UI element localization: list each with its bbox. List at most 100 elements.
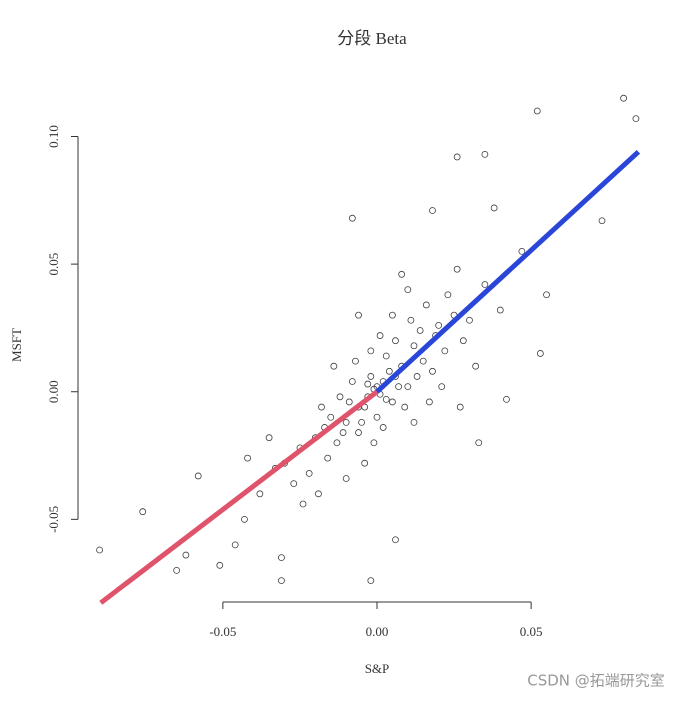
point [632, 115, 640, 123]
point [410, 418, 418, 426]
point [216, 561, 224, 569]
segment-line [375, 149, 641, 394]
point [327, 413, 335, 421]
point [533, 107, 541, 115]
point [419, 357, 427, 365]
chart-title: 分段 Beta [337, 29, 407, 48]
point [435, 321, 443, 329]
point [376, 332, 384, 339]
point [382, 395, 390, 403]
point [358, 418, 365, 426]
point [348, 378, 356, 385]
point [503, 395, 510, 403]
point [389, 311, 396, 319]
x-tick-label: 0.00 [366, 624, 389, 639]
point [342, 418, 350, 426]
point [475, 439, 483, 447]
y-tick-label: 0.05 [46, 253, 61, 276]
point [370, 439, 378, 447]
point [404, 286, 412, 294]
point [385, 367, 393, 375]
point [278, 577, 285, 585]
point [305, 470, 313, 477]
point [441, 347, 449, 355]
point [422, 301, 430, 309]
point [355, 429, 362, 436]
point [496, 306, 504, 314]
point [392, 536, 399, 544]
point [481, 150, 489, 158]
point [373, 413, 381, 421]
point [290, 480, 298, 488]
point [342, 475, 350, 482]
point [392, 337, 399, 345]
point [410, 342, 418, 350]
point [318, 403, 325, 411]
point [395, 383, 402, 391]
point [241, 515, 248, 523]
point [472, 362, 480, 370]
point [407, 316, 415, 324]
y-tick-label: 0.00 [46, 380, 61, 403]
y-tick-label: 0.10 [46, 125, 61, 148]
point [444, 291, 452, 299]
point [299, 500, 307, 508]
point [361, 459, 369, 467]
x-tick-label: 0.05 [520, 624, 543, 639]
point [536, 350, 544, 357]
point [426, 398, 433, 406]
point [401, 403, 409, 411]
point [364, 380, 372, 388]
y-tick-label: -0.05 [46, 506, 61, 533]
point [352, 357, 359, 365]
point [382, 352, 390, 360]
point [256, 490, 264, 498]
point [333, 439, 341, 447]
point [481, 281, 489, 288]
point [182, 551, 190, 559]
segment-line [99, 389, 379, 605]
point [429, 207, 436, 214]
point [416, 327, 424, 334]
watermark: CSDN @拓端研究室 [527, 672, 665, 690]
point [194, 472, 202, 480]
point [453, 153, 461, 161]
point [466, 316, 473, 324]
point [404, 383, 412, 391]
point [339, 429, 347, 436]
point [379, 424, 387, 431]
point [413, 373, 421, 380]
point [355, 311, 362, 319]
point [324, 454, 332, 462]
point [429, 367, 436, 375]
point [244, 454, 251, 462]
point [438, 383, 446, 391]
point [330, 362, 338, 370]
point [453, 265, 461, 273]
point [543, 291, 550, 299]
point [278, 554, 285, 562]
point [315, 490, 322, 498]
point [620, 94, 627, 102]
point [398, 270, 406, 278]
point [173, 566, 181, 574]
point [265, 434, 273, 442]
point [348, 214, 356, 222]
point [456, 403, 464, 411]
x-tick-label: -0.05 [209, 624, 236, 639]
point [389, 398, 396, 406]
point [459, 337, 467, 345]
point [518, 247, 526, 255]
point [139, 508, 147, 516]
point [231, 541, 239, 549]
point [367, 373, 375, 380]
x-axis-label: S&P [365, 661, 390, 676]
point [336, 393, 344, 401]
point [96, 546, 103, 554]
point [598, 217, 606, 225]
point [367, 577, 375, 585]
point [367, 347, 375, 355]
point [345, 398, 353, 406]
y-axis-label: MSFT [9, 328, 24, 362]
